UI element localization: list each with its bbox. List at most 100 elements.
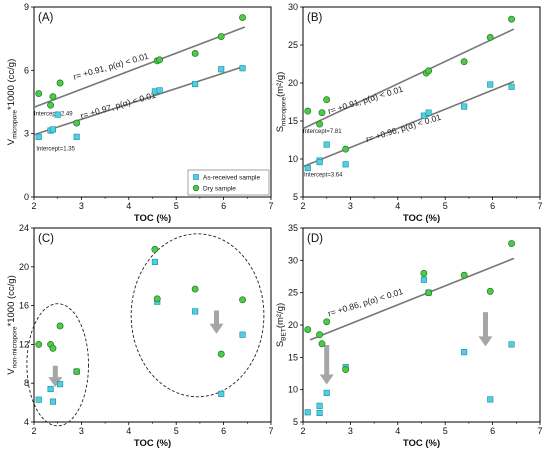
y-tick-label: 35 bbox=[288, 223, 298, 233]
as-received-point bbox=[49, 398, 57, 405]
dry-point bbox=[35, 90, 43, 98]
y-tick-label: 8 bbox=[24, 378, 29, 388]
plot-frame bbox=[33, 227, 272, 423]
y-tick-label: 15 bbox=[288, 116, 298, 126]
y-tick-label: 20 bbox=[288, 78, 298, 88]
as-received-point bbox=[316, 409, 323, 416]
x-tick-label: 4 bbox=[126, 426, 131, 436]
annotation-text: Intercept=7.81 bbox=[303, 129, 342, 135]
dry-point bbox=[191, 285, 199, 293]
as-received-point bbox=[420, 276, 427, 283]
as-received-point bbox=[35, 133, 42, 140]
dry-point bbox=[304, 107, 312, 115]
as-received-point bbox=[193, 174, 199, 180]
x-tick-label: 4 bbox=[126, 201, 131, 211]
annotation-text: r= +0.97, p(α) < 0.01 bbox=[79, 90, 157, 121]
as-received-point bbox=[461, 103, 468, 110]
x-axis-label: TOC (%) bbox=[134, 438, 171, 449]
as-received-point bbox=[323, 141, 330, 148]
dry-point bbox=[316, 120, 324, 128]
cluster-ellipse bbox=[130, 233, 265, 398]
y-tick-label: 20 bbox=[19, 262, 29, 272]
dry-point bbox=[153, 295, 161, 303]
dry-point bbox=[508, 15, 516, 23]
x-tick-label: 7 bbox=[268, 201, 273, 211]
decrease-arrow bbox=[209, 310, 224, 334]
x-tick-label: 7 bbox=[537, 426, 542, 436]
regression-line bbox=[33, 65, 246, 136]
as-received-point bbox=[239, 331, 246, 338]
cluster-ellipse bbox=[26, 303, 89, 427]
as-received-point bbox=[316, 158, 323, 166]
x-tick-label: 2 bbox=[300, 426, 305, 436]
y-axis-label: Vnon-micropore*1000 (cc/g) bbox=[6, 275, 19, 375]
y-tick-label: 10 bbox=[288, 385, 298, 395]
as-received-point bbox=[508, 341, 515, 348]
legend: As-received sample Dry sample bbox=[187, 169, 270, 196]
x-tick-label: 3 bbox=[348, 201, 353, 211]
dry-point bbox=[486, 287, 494, 295]
as-received-point bbox=[487, 81, 494, 88]
y-axis-label: Vmicropore*1000 (cc/g) bbox=[6, 59, 19, 145]
annotation-text: r= +0.86, p(α) < 0.01 bbox=[327, 286, 405, 318]
x-tick-label: 7 bbox=[537, 201, 542, 211]
as-received-point bbox=[35, 396, 42, 403]
dry-point bbox=[508, 240, 516, 247]
as-received-point bbox=[156, 87, 163, 94]
dry-point bbox=[73, 368, 81, 376]
y-tick-label: 30 bbox=[288, 2, 298, 12]
dry-point bbox=[217, 33, 225, 41]
x-tick-label: 4 bbox=[395, 426, 400, 436]
dry-point bbox=[191, 49, 199, 57]
legend-box bbox=[187, 169, 270, 196]
as-received-point bbox=[239, 65, 246, 72]
dry-point bbox=[49, 344, 57, 352]
as-received-point bbox=[47, 385, 54, 393]
as-received-point bbox=[218, 66, 225, 73]
dry-point bbox=[73, 119, 81, 127]
dry-point bbox=[318, 340, 326, 348]
regression-line bbox=[302, 80, 515, 168]
annotation-text: r= +0.96, p(α) < 0.01 bbox=[365, 112, 443, 144]
as-received-point bbox=[342, 161, 349, 168]
dry-point bbox=[56, 322, 64, 330]
dry-point bbox=[425, 289, 433, 297]
dry-point bbox=[56, 79, 64, 87]
y-tick-label: 12 bbox=[19, 339, 29, 349]
dry-point bbox=[239, 296, 247, 304]
annotation-text: Intercept=1.35 bbox=[36, 147, 75, 153]
as-received-point bbox=[49, 126, 57, 133]
dry-point bbox=[316, 331, 324, 339]
decrease-arrow bbox=[478, 312, 493, 347]
legend-label-dry: Dry sample bbox=[203, 186, 236, 193]
x-tick-label: 5 bbox=[443, 201, 448, 211]
dry-point bbox=[239, 14, 247, 22]
as-received-point bbox=[192, 308, 199, 315]
annotation-text: r= +0.91, p(α) < 0.01 bbox=[327, 84, 405, 116]
y-tick-label: 15 bbox=[288, 352, 298, 362]
dry-point bbox=[460, 271, 468, 279]
y-tick-label: 4 bbox=[24, 417, 29, 427]
as-received-point bbox=[73, 133, 80, 140]
y-tick-label: 6 bbox=[24, 65, 29, 75]
x-tick-label: 2 bbox=[31, 201, 36, 211]
as-received-point bbox=[304, 165, 311, 172]
y-tick-label: 20 bbox=[288, 320, 298, 330]
y-tick-label: 25 bbox=[288, 288, 298, 298]
x-tick-label: 5 bbox=[174, 201, 179, 211]
panel-c: 2 3 4 5 6 7 4 8 12 16 20 24 TOC (%) Vnon-micropore*10… bbox=[6, 223, 274, 449]
y-tick-label: 3 bbox=[24, 129, 29, 139]
annotation-text: Intercept=2.49 bbox=[34, 112, 73, 118]
dry-point bbox=[318, 109, 326, 117]
as-received-point bbox=[316, 402, 323, 409]
dry-point bbox=[47, 101, 55, 109]
as-received-point bbox=[151, 258, 158, 266]
y-tick-label: 5 bbox=[293, 417, 298, 427]
panel-label: (B) bbox=[307, 12, 323, 24]
legend-label-as-received: As-received sample bbox=[203, 175, 260, 182]
panel-b: 2 3 4 5 6 7 5 10 15 20 25 30 TOC (%) Smicropore(m²/g)… bbox=[275, 2, 543, 224]
as-received-point bbox=[57, 381, 64, 388]
y-tick-label: 16 bbox=[19, 301, 29, 311]
panel-label: (C) bbox=[38, 233, 54, 245]
dry-point bbox=[460, 58, 468, 66]
